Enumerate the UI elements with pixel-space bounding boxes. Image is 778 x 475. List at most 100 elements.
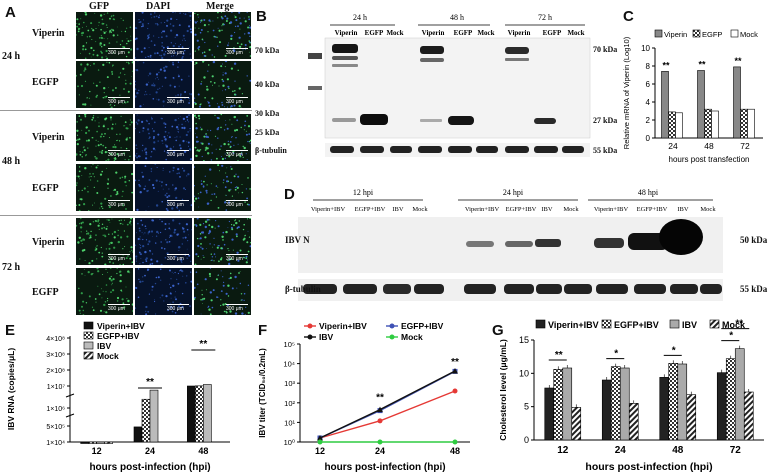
lane: Viperin+IBV bbox=[594, 206, 629, 213]
legend-label: EGFP+IBV bbox=[97, 331, 140, 341]
tubulin-band bbox=[448, 146, 472, 153]
data-point bbox=[377, 406, 383, 413]
panel-e-label: E bbox=[5, 322, 16, 339]
lane-mock: Mock bbox=[386, 29, 403, 37]
data-point bbox=[377, 418, 383, 424]
tubulin-band bbox=[564, 284, 592, 294]
x-tick-label: 48 bbox=[672, 445, 684, 456]
y-tick-label: 10¹ bbox=[284, 418, 295, 427]
legend-label: Viperin+IBV bbox=[548, 320, 599, 330]
chart-g: Viperin+IBV EGFP+IBV IBV Mock 0 5 10 15 12 24 48 72… bbox=[498, 319, 764, 473]
micrograph-tile: 300 μm bbox=[194, 218, 251, 265]
x-axis-label: hours post transfection bbox=[669, 155, 750, 164]
x-tick-label: 48 bbox=[704, 141, 714, 151]
y-tick-label: 10⁵ bbox=[284, 340, 295, 349]
legend-marker bbox=[307, 323, 313, 329]
time-72h: 72 h bbox=[2, 262, 21, 273]
bar bbox=[734, 348, 745, 441]
bar bbox=[195, 385, 204, 443]
micrograph-tile: 300 μm bbox=[76, 12, 133, 59]
chart-c: Viperin EGFP Mock024681024**48**72**Relati… bbox=[622, 29, 763, 164]
bar bbox=[96, 441, 105, 444]
y-tick-label: 0 bbox=[646, 134, 651, 143]
bar bbox=[747, 108, 755, 139]
band bbox=[535, 239, 561, 247]
tubulin-band bbox=[670, 284, 698, 294]
panel-f-label: F bbox=[258, 322, 268, 339]
scale-bar: 300 μm bbox=[226, 97, 248, 105]
scale-bar: 300 μm bbox=[226, 48, 248, 56]
legend-label: EGFP+IBV bbox=[614, 320, 659, 330]
tubulin-band bbox=[414, 284, 444, 294]
bar bbox=[187, 385, 196, 443]
lane: IBV bbox=[541, 206, 553, 213]
col-gfp: GFP bbox=[89, 1, 109, 12]
legend-swatch bbox=[83, 351, 94, 360]
lane: Mock bbox=[563, 206, 579, 213]
bar bbox=[740, 108, 748, 139]
marker-50: 50 kDa bbox=[740, 235, 768, 245]
micrograph-tile: 300 μm bbox=[76, 164, 133, 211]
legend-swatch bbox=[730, 29, 739, 38]
band bbox=[332, 118, 356, 122]
y-axis-label: Cholesterol level (μg/mL) bbox=[498, 339, 508, 441]
data-point bbox=[452, 367, 458, 374]
series-line bbox=[319, 370, 456, 439]
legend-marker bbox=[307, 334, 313, 340]
scale-bar: 300 μm bbox=[167, 254, 189, 262]
band bbox=[628, 233, 668, 250]
data-point bbox=[377, 439, 383, 445]
bar bbox=[725, 358, 736, 441]
band bbox=[420, 58, 444, 62]
micrograph-tile: 300 μm bbox=[135, 268, 192, 315]
bar bbox=[104, 441, 113, 444]
x-tick-label: 48 bbox=[450, 446, 460, 456]
bar bbox=[80, 441, 89, 444]
legend-label: Viperin+IBV bbox=[319, 321, 367, 331]
legend-swatch bbox=[601, 319, 612, 329]
micrograph-tile: 300 μm bbox=[135, 12, 192, 59]
row-egfp-72: EGFP bbox=[32, 287, 59, 298]
micrograph-tile: 300 μm bbox=[76, 218, 133, 265]
tubulin-band bbox=[504, 284, 534, 294]
band bbox=[420, 119, 442, 122]
tubulin-band bbox=[303, 284, 337, 294]
x-tick-label: 24 bbox=[145, 446, 155, 456]
significance-mark: ** bbox=[199, 339, 207, 350]
scale-bar: 300 μm bbox=[226, 150, 248, 158]
bar bbox=[659, 377, 670, 441]
bar bbox=[668, 363, 679, 441]
time-24hpi: 24 hpi bbox=[503, 188, 524, 197]
separator bbox=[0, 110, 252, 111]
tubulin-band bbox=[383, 284, 411, 294]
y-tick-label: 10² bbox=[284, 399, 295, 408]
band bbox=[534, 118, 556, 124]
time-24h: 24 h bbox=[2, 51, 21, 62]
row-tubulin: β-tubulin bbox=[285, 284, 321, 294]
bar bbox=[141, 398, 151, 443]
y-tick-label: 8 bbox=[646, 62, 651, 71]
x-tick-label: 72 bbox=[740, 141, 750, 151]
bar bbox=[544, 387, 555, 441]
bar bbox=[697, 70, 705, 139]
data-point bbox=[452, 388, 458, 394]
band bbox=[594, 238, 624, 248]
micrograph-tile: 300 μm bbox=[76, 114, 133, 161]
bar bbox=[610, 366, 621, 441]
marker-55: 55 kDa bbox=[740, 284, 768, 294]
data-point bbox=[317, 439, 323, 445]
chart-f: Viperin+IBV EGFP+IBV IBV Mock 10⁰ 10¹ 10² 10³ 10… bbox=[258, 321, 470, 473]
significance-mark: ** bbox=[451, 357, 459, 368]
legend-label: IBV bbox=[97, 341, 112, 351]
x-tick-label: 12 bbox=[92, 446, 102, 456]
micrograph-tile: 300 μm bbox=[194, 114, 251, 161]
row-ibv-n: IBV N bbox=[285, 235, 310, 245]
y-tick-label: 1×10⁶ bbox=[46, 406, 65, 413]
scale-bar: 300 μm bbox=[108, 97, 130, 105]
bar bbox=[601, 379, 612, 441]
panel-c-label: C bbox=[623, 8, 634, 25]
legend-label: EGFP bbox=[702, 30, 722, 39]
legend-swatch bbox=[83, 331, 94, 340]
x-tick-label: 24 bbox=[375, 446, 385, 456]
data-point bbox=[452, 439, 458, 445]
